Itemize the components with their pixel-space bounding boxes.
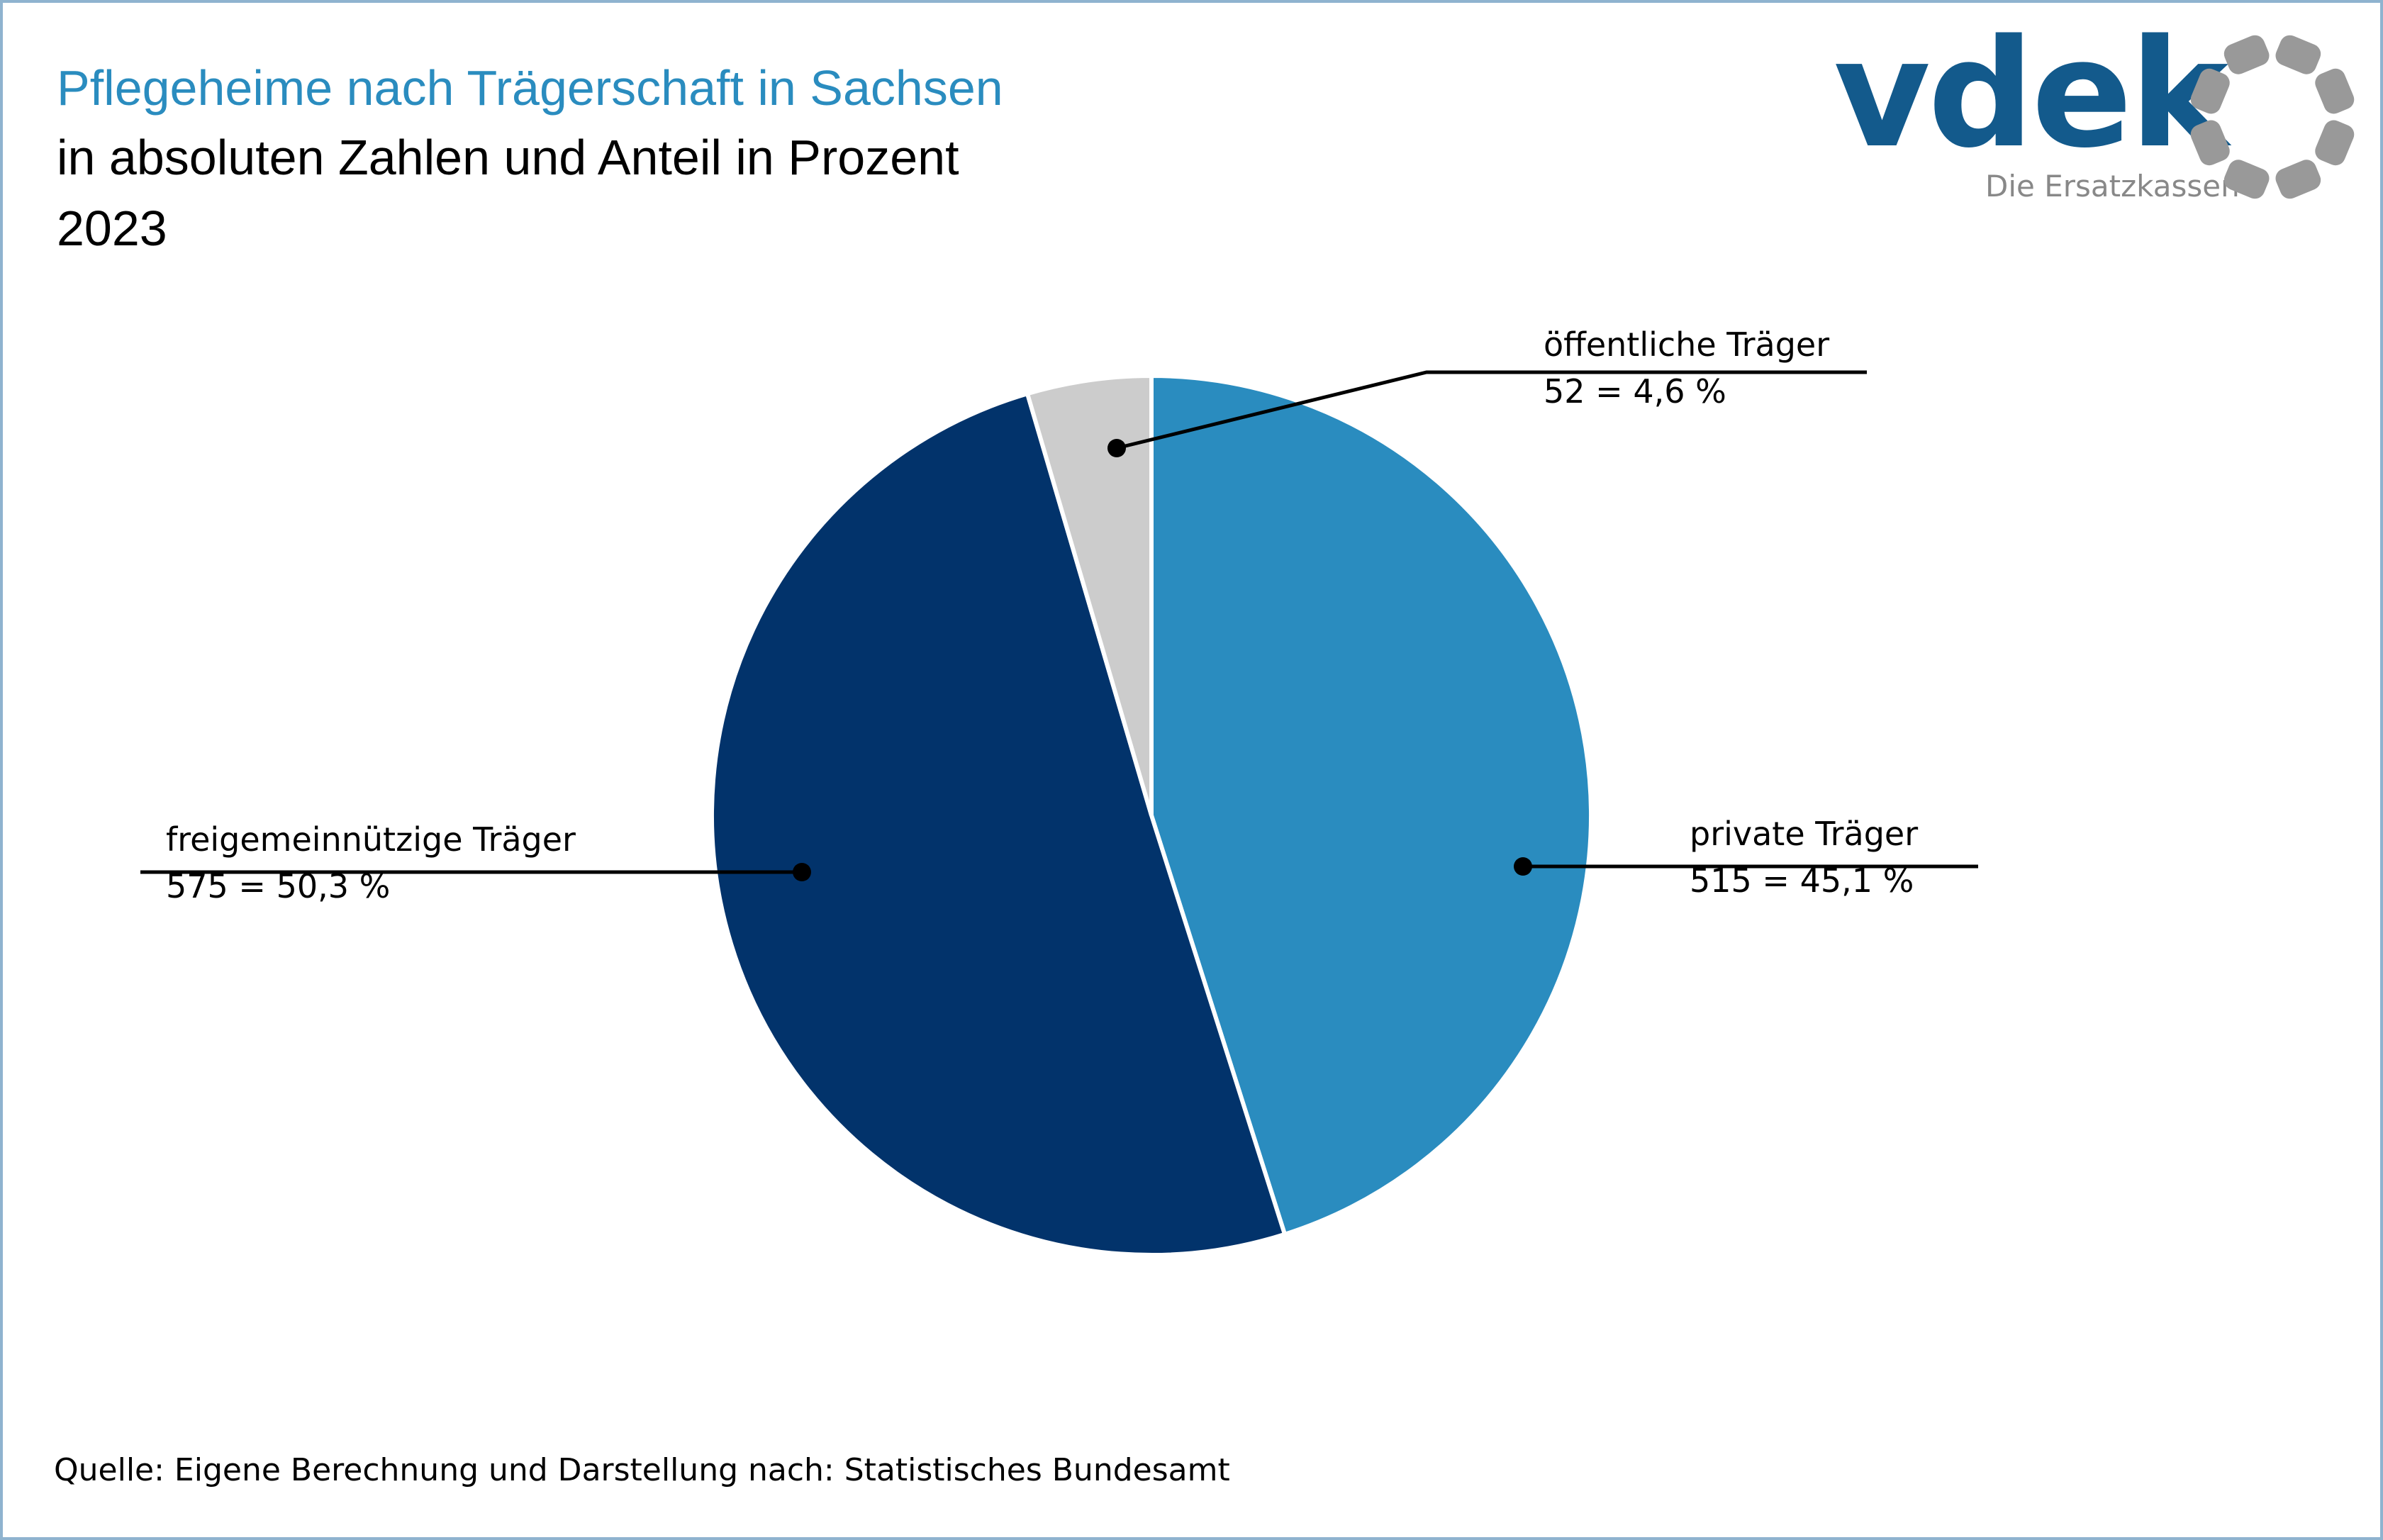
logo-wordmark: vdek (1834, 7, 2228, 181)
slice-value-label-2: 52 = 4,6 % (1544, 372, 1726, 411)
callout-dot-2 (1107, 439, 1126, 457)
chart-subtitle: in absoluten Zahlen und Anteil in Prozen… (57, 130, 959, 185)
callout-line-2 (1116, 370, 1867, 450)
callout-dot-1 (793, 863, 811, 881)
source-note: Quelle: Eigene Berechnung und Darstellun… (54, 1452, 1230, 1488)
pie-slice-0 (1149, 373, 1593, 1237)
logo-ring-segment (2315, 120, 2355, 166)
chart-year: 2023 (57, 201, 167, 256)
callout-dot-0 (1514, 857, 1532, 876)
logo-ring-segment (2275, 35, 2321, 74)
logo-ring-segment (2190, 68, 2230, 114)
slice-value-label-1: 575 = 50,3 % (166, 867, 390, 905)
logo-ring-segment (2223, 35, 2270, 74)
pie-slice-2 (1025, 373, 1154, 816)
vdek-ring-logo-icon (2190, 35, 2355, 199)
vdek-logo: vdek Die Ersatzkassen (1822, 13, 2361, 213)
slice-name-label-2: öffentliche Träger (1544, 325, 1829, 364)
slice-name-label-1: freigemeinnützige Träger (166, 820, 576, 859)
slice-name-label-0: private Träger (1690, 815, 1918, 853)
logo-tagline: Die Ersatzkassen (1985, 169, 2240, 203)
slice-value-label-0: 515 = 45,1 % (1690, 861, 1914, 900)
logo-ring-segment (2315, 68, 2355, 114)
logo-ring-segment (2275, 160, 2321, 199)
chart-title: Pflegeheime nach Trägerschaft in Sachsen (57, 60, 1003, 116)
pie-slice-1 (709, 391, 1288, 1258)
logo-ring-segment (2223, 160, 2270, 199)
logo-ring-segment (2190, 120, 2230, 166)
